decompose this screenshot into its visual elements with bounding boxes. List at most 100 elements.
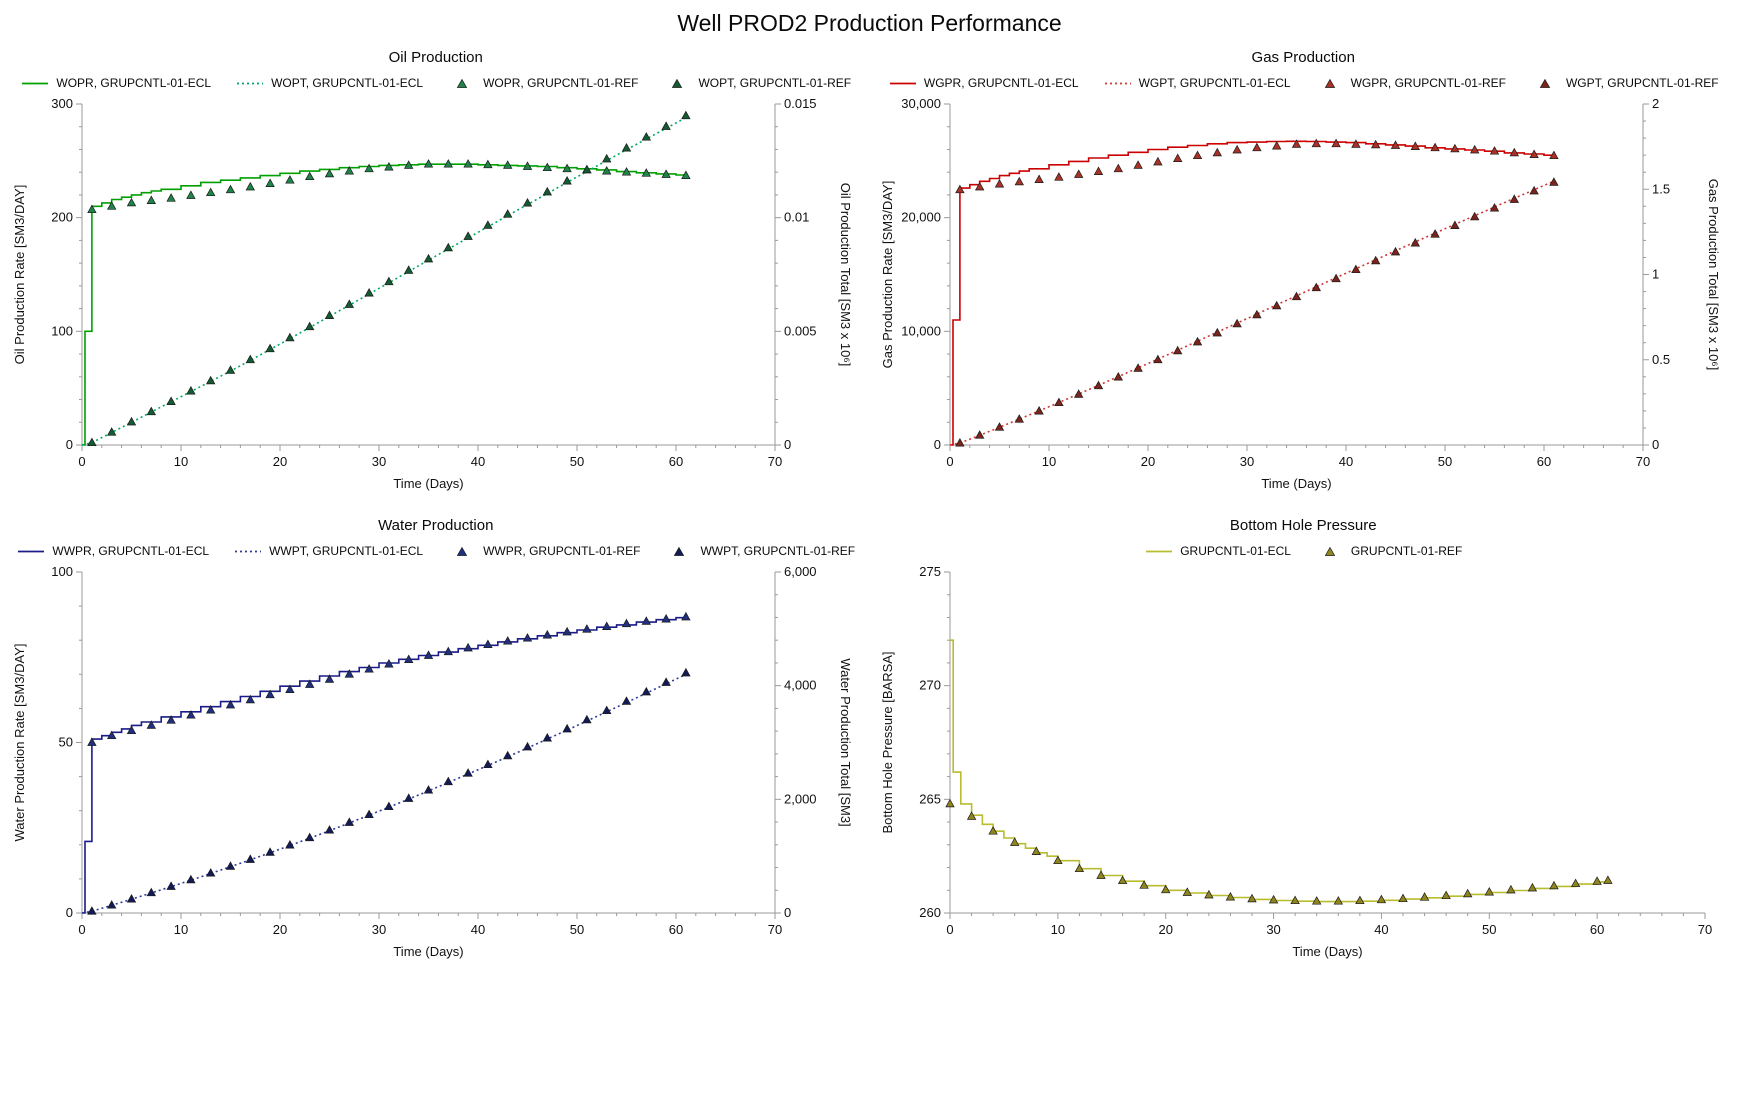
legend-label: WWPR, GRUPCNTL-01-REF (483, 544, 641, 558)
triangle-marker-icon (1462, 888, 1473, 898)
triangle-marker-icon (265, 343, 276, 353)
triangle-marker-icon (1093, 166, 1103, 175)
triangle-marker-icon (1548, 150, 1559, 160)
triangle-marker-icon (245, 854, 256, 863)
x-tick-label: 70 (768, 922, 782, 937)
triangle-marker-icon (1073, 389, 1084, 398)
x-tick-label: 70 (1698, 922, 1712, 937)
legend-gas: WGPR, GRUPCNTL-01-ECL WGPT, GRUPCNTL-01-E… (888, 76, 1719, 90)
series-markers-bhp-ref (945, 798, 1613, 905)
x-tick-label: 20 (273, 454, 287, 469)
triangle-marker-icon (954, 437, 965, 447)
triangle-marker-icon (1290, 895, 1300, 905)
series-markers-wwpt-ref (87, 667, 691, 915)
triangle-marker-icon (404, 265, 414, 274)
series-line-wwpt-ecl (82, 673, 687, 914)
triangle-marker-icon (622, 696, 632, 705)
triangle-marker-icon (1410, 141, 1420, 150)
triangle-marker-icon (503, 750, 513, 760)
triangle-marker-icon (1232, 318, 1242, 328)
triangle-marker-icon (582, 714, 592, 724)
triangle-marker-icon (1139, 880, 1149, 889)
triangle-marker-icon (265, 178, 276, 187)
legend-label: GRUPCNTL-01-ECL (1180, 544, 1291, 558)
legend-item: WGPT, GRUPCNTL-01-ECL (1103, 76, 1291, 90)
x-tick-label: 20 (1158, 922, 1172, 937)
triangle-marker-icon (456, 78, 468, 88)
y-axis-left-title: Water Production Rate [SM3/DAY] (12, 644, 27, 842)
triangle-marker-icon (463, 231, 474, 240)
triangle-marker-icon (966, 811, 977, 820)
triangle-marker-icon (1113, 163, 1123, 173)
triangle-marker-icon (1570, 878, 1581, 888)
legend-item: WWPT, GRUPCNTL-01-REF (664, 544, 855, 558)
triangle-marker-icon (641, 132, 652, 141)
triangle-marker-icon (1509, 147, 1519, 157)
triangle-marker-icon (602, 153, 612, 163)
triangle-marker-icon (463, 159, 474, 168)
triangle-marker-icon (641, 616, 652, 625)
triangle-marker-icon (641, 168, 652, 177)
triangle-marker-icon (1469, 144, 1480, 154)
legend-label: WOPT, GRUPCNTL-01-REF (698, 76, 852, 90)
triangle-marker-icon (1053, 397, 1064, 407)
plot-water: 0 10 20 30 40 50 60 7005010002,0004,0006,000Wat… (12, 564, 853, 959)
triangle-marker-icon (562, 723, 573, 733)
y-left-tick-label: 270 (919, 678, 941, 693)
x-tick-label: 10 (1042, 454, 1056, 469)
y-left-tick-label: 260 (919, 905, 941, 920)
triangle-marker-icon (483, 639, 493, 648)
triangle-marker-icon (681, 170, 691, 179)
triangle-marker-icon (622, 618, 632, 628)
y-axis-left-title: Bottom Hole Pressure [BARSA] (880, 651, 895, 833)
triangle-marker-icon (661, 613, 672, 623)
legend-label: WGPR, GRUPCNTL-01-REF (1350, 76, 1506, 90)
triangle-marker-icon (265, 689, 276, 699)
triangle-marker-icon (1053, 172, 1064, 181)
x-tick-label: 0 (79, 454, 86, 469)
triangle-marker-icon (443, 159, 454, 168)
page-title: Well PROD2 Production Performance (677, 10, 1062, 36)
triangle-marker-icon (325, 674, 335, 683)
triangle-marker-icon (1549, 880, 1559, 890)
y-right-tick-label: 0 (1652, 437, 1659, 452)
triangle-marker-icon (325, 825, 335, 834)
y-right-tick-label: 6,000 (784, 564, 817, 579)
series-markers-wgpr-ref (954, 138, 1559, 194)
triangle-marker-icon (562, 163, 573, 173)
triangle-marker-icon (661, 169, 672, 178)
triangle-marker-icon (523, 741, 533, 751)
triangle-marker-icon (265, 847, 276, 856)
legend-item: GRUPCNTL-01-REF (1315, 544, 1462, 558)
triangle-marker-icon (384, 658, 394, 668)
triangle-marker-icon (1350, 139, 1361, 148)
legend-marker-swatch (1324, 546, 1336, 556)
triangle-marker-icon (206, 187, 216, 197)
chart-title-oil: Oil Production (388, 49, 483, 66)
triangle-marker-icon (1251, 309, 1262, 319)
legend-marker-swatch (672, 78, 683, 88)
triangle-marker-icon (1160, 884, 1171, 894)
triangle-marker-icon (443, 242, 454, 252)
y-left-tick-label: 30,000 (901, 96, 941, 111)
x-tick-label: 60 (1590, 922, 1604, 937)
triangle-marker-icon (1489, 146, 1499, 155)
triangle-marker-icon (1212, 327, 1222, 337)
triangle-marker-icon (285, 175, 295, 184)
triangle-marker-icon (87, 437, 97, 447)
triangle-marker-icon (1430, 142, 1440, 152)
triangle-marker-icon (1350, 264, 1361, 274)
x-axis-title: Time (Days) (394, 476, 464, 491)
triangle-marker-icon (344, 299, 355, 308)
legend-line-swatch (1146, 550, 1173, 552)
triangle-marker-icon (206, 375, 216, 385)
triangle-marker-icon (1152, 156, 1163, 166)
triangle-marker-icon (542, 732, 553, 742)
triangle-marker-icon (1203, 889, 1214, 899)
triangle-marker-icon (1034, 405, 1044, 415)
y-left-tick-label: 300 (52, 96, 74, 111)
triangle-marker-icon (1172, 345, 1183, 355)
y-left-tick-label: 275 (919, 564, 941, 579)
legend-marker-swatch (456, 546, 468, 556)
triangle-marker-icon (483, 159, 493, 169)
